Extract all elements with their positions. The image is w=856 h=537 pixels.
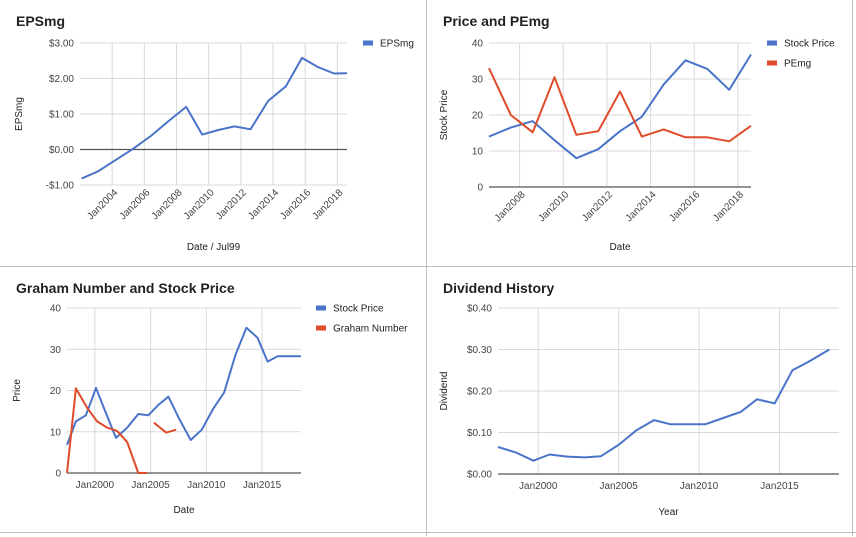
legend-swatch (316, 305, 326, 311)
x-tick-label: Jan2005 (131, 480, 170, 491)
dividend-chart: Dividend History $0.00 $0.10 $0.20 $0.30 $0.4… (439, 280, 839, 518)
horizontal-divider (0, 266, 856, 267)
legend-label: PEmg (784, 59, 811, 70)
y-tick-label: $1.00 (49, 110, 74, 121)
y-tick-label: 0 (477, 183, 483, 194)
y-tick-label: 40 (472, 39, 484, 50)
panel-graham: Graham Number and Stock Price 0 10 20 30 40 Ja… (0, 267, 426, 532)
y-tick-label: $0.30 (467, 345, 492, 356)
x-tick-label: Jan2006 (118, 187, 153, 222)
y-axis-label: Stock Price (439, 89, 450, 140)
x-tick-label: Jan2018 (311, 187, 346, 222)
y-tick-label: 30 (472, 75, 484, 86)
y-tick-label: $2.00 (49, 74, 74, 85)
legend-label: Graham Number (333, 324, 408, 335)
x-tick-label: Jan2015 (243, 480, 282, 491)
chart-title: Price and PEmg (443, 13, 550, 29)
series-line-1 (153, 421, 177, 434)
legend-label: Stock Price (333, 304, 384, 315)
legend-label: Stock Price (784, 39, 835, 50)
y-tick-label: 10 (50, 427, 62, 438)
x-tick-label: Jan2010 (187, 480, 226, 491)
legend-swatch (767, 60, 777, 66)
x-axis-label: Date (173, 505, 195, 516)
y-tick-label: $0.10 (467, 428, 492, 439)
legend-swatch (363, 40, 373, 46)
series-line-0 (66, 326, 301, 446)
y-tick-label: 40 (50, 304, 62, 315)
x-axis-label: Year (658, 507, 679, 518)
right-border (852, 0, 853, 536)
graham-chart: Graham Number and Stock Price 0 10 20 30 40 Ja… (12, 280, 408, 516)
x-tick-label: Jan2018 (711, 189, 746, 224)
legend-swatch (316, 325, 326, 331)
x-tick-label: Jan2008 (493, 189, 528, 224)
y-tick-label: $0.20 (467, 387, 492, 398)
y-tick-label: 20 (50, 386, 62, 397)
x-tick-label: Jan2012 (214, 187, 249, 222)
x-tick-label: Jan2004 (85, 187, 120, 222)
x-tick-label: Jan2015 (760, 481, 799, 492)
y-axis-label: EPSmg (14, 97, 25, 131)
x-tick-label: Jan2016 (278, 187, 313, 222)
y-axis-label: Price (12, 379, 23, 402)
chart-title: EPSmg (16, 13, 65, 29)
panel-pe: Price and PEmg 0 10 20 30 40 Jan2008 Jan2010 Jan… (427, 0, 852, 266)
x-axis-label: Date / Jul99 (187, 242, 241, 253)
y-tick-label: $3.00 (49, 39, 74, 50)
y-axis-label: Dividend (439, 372, 450, 411)
y-tick-label: $0.00 (467, 470, 492, 481)
chart-title: Dividend History (443, 280, 554, 296)
x-tick-label: Jan2014 (246, 187, 281, 222)
series-line-0 (497, 348, 830, 462)
legend-swatch (767, 40, 777, 46)
vertical-divider (426, 0, 427, 536)
y-tick-label: 10 (472, 147, 484, 158)
series-line-0 (488, 53, 752, 160)
panel-eps: EPSmg -$1.00 $0.00 $1.00 $2.00 $3.00 Jan2004 Ja… (0, 0, 426, 266)
y-tick-label: 20 (472, 111, 484, 122)
x-tick-label: Jan2008 (150, 187, 185, 222)
x-tick-label: Jan2000 (76, 480, 115, 491)
series-line-0 (81, 56, 348, 180)
x-axis-label: Date (609, 242, 631, 253)
y-tick-label: $0.40 (467, 304, 492, 315)
bottom-border (0, 532, 856, 533)
series-line-1 (66, 387, 148, 474)
x-tick-label: Jan2016 (667, 189, 702, 224)
x-tick-label: Jan2012 (580, 189, 615, 224)
y-tick-label: -$1.00 (46, 181, 75, 192)
price-pe-chart: Price and PEmg 0 10 20 30 40 Jan2008 Jan2010 Jan… (439, 13, 835, 253)
x-tick-label: Jan2000 (519, 481, 558, 492)
eps-chart: EPSmg-$1.00$0.00$1.00$2.00$3.00Jan2004Ja… (14, 13, 414, 253)
y-tick-label: $0.00 (49, 145, 74, 156)
x-tick-label: Jan2010 (536, 189, 571, 224)
panel-dividend: Dividend History $0.00 $0.10 $0.20 $0.30 $0.4… (427, 267, 852, 532)
x-tick-label: Jan2010 (680, 481, 719, 492)
chart-title: Graham Number and Stock Price (16, 280, 235, 296)
legend-label: EPSmg (380, 39, 414, 50)
y-tick-label: 0 (55, 469, 61, 480)
x-tick-label: Jan2014 (624, 189, 659, 224)
x-tick-label: Jan2005 (599, 481, 638, 492)
x-tick-label: Jan2010 (182, 187, 217, 222)
series-line-1 (488, 67, 752, 143)
y-tick-label: 30 (50, 345, 62, 356)
